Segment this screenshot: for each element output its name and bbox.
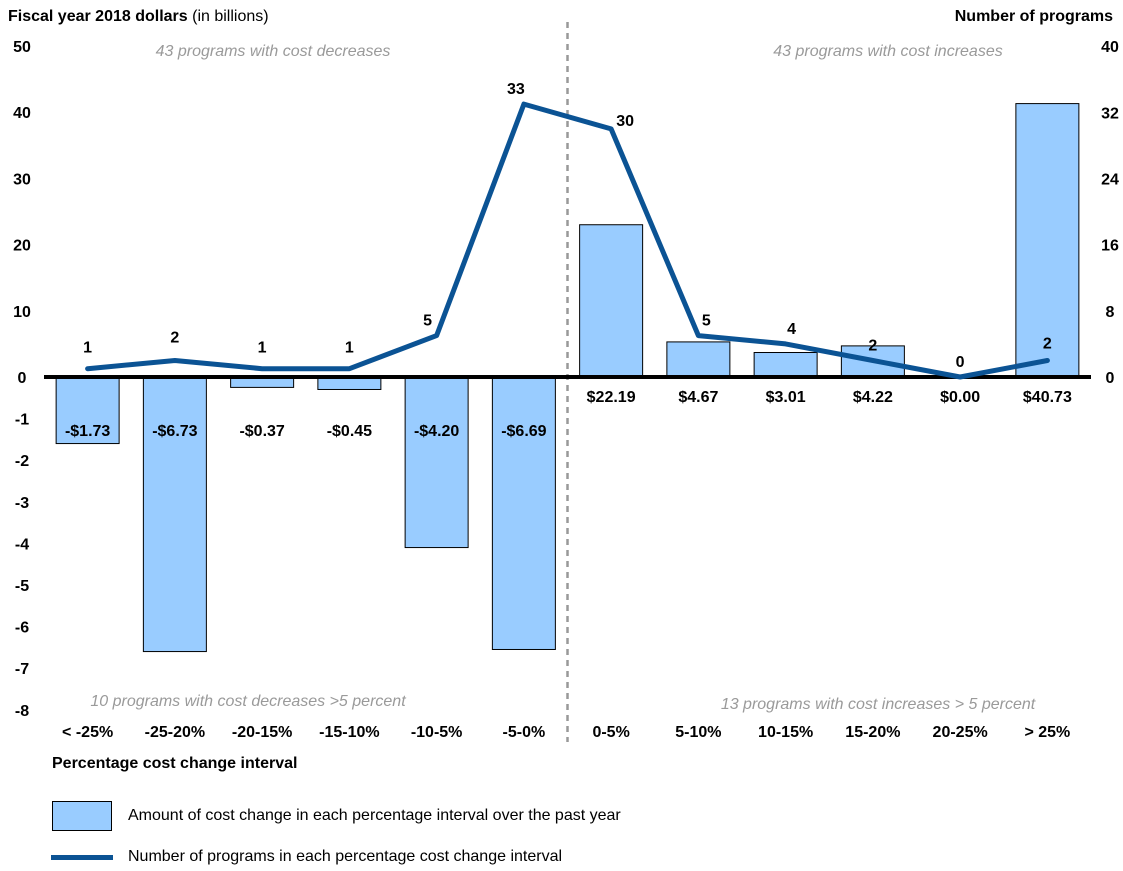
line-value-label: 2 bbox=[868, 337, 877, 354]
bar-value-label: $4.67 bbox=[678, 389, 718, 406]
left-tick-label: 50 bbox=[13, 39, 31, 56]
line-value-labels: 1 2 1 1 5 33 30 5 4 2 0 2 bbox=[83, 81, 1052, 371]
line-value-label: 2 bbox=[1043, 335, 1052, 352]
bar-value-label: -$4.20 bbox=[414, 423, 459, 440]
bar-value-label: $3.01 bbox=[766, 389, 806, 406]
category-label: -5-0% bbox=[503, 724, 546, 741]
line-value-label: 33 bbox=[507, 81, 525, 98]
left-tick-label: -5 bbox=[15, 578, 29, 595]
line-value-label: 1 bbox=[258, 340, 267, 357]
annotation-top-right: 43 programs with cost increases bbox=[773, 43, 1002, 60]
bar-value-label: $4.22 bbox=[853, 389, 893, 406]
line-value-label: 2 bbox=[170, 329, 179, 346]
left-tick-label: -1 bbox=[15, 412, 29, 429]
bar-value-label: $22.19 bbox=[587, 389, 636, 406]
left-axis-title-bold: Fiscal year 2018 dollars bbox=[8, 8, 188, 25]
annotation-bottom-right: 13 programs with cost increases > 5 perc… bbox=[721, 696, 1036, 713]
right-tick-label: 32 bbox=[1101, 105, 1119, 122]
line-series bbox=[85, 101, 1050, 380]
bar bbox=[666, 341, 731, 378]
legend-line-label: Number of programs in each percentage co… bbox=[128, 848, 563, 865]
legend-bar-label: Amount of cost change in each percentage… bbox=[128, 807, 621, 824]
bar-value-label: $0.00 bbox=[940, 389, 980, 406]
category-label: 10-15% bbox=[758, 724, 813, 741]
bar bbox=[55, 376, 120, 445]
left-axis-title: Fiscal year 2018 dollars (in billions) bbox=[8, 8, 269, 26]
right-tick-label: 40 bbox=[1101, 39, 1119, 56]
left-tick-label: -2 bbox=[15, 453, 29, 470]
legend-line-swatch bbox=[51, 854, 113, 860]
annotations: 43 programs with cost decreases 43 progra… bbox=[90, 43, 1035, 713]
bar bbox=[404, 376, 469, 549]
left-tick-label: 40 bbox=[13, 105, 31, 122]
category-label: -15-10% bbox=[319, 724, 379, 741]
line-value-label: 5 bbox=[702, 313, 711, 330]
bar bbox=[1015, 103, 1080, 378]
bar-value-label: -$0.45 bbox=[327, 423, 372, 440]
legend-bar-swatch bbox=[52, 801, 112, 831]
line-value-label: 5 bbox=[423, 313, 432, 330]
left-tick-label: -6 bbox=[15, 620, 29, 637]
left-tick-label: -8 bbox=[15, 703, 29, 720]
bar bbox=[579, 224, 644, 378]
category-label: -25-20% bbox=[145, 724, 205, 741]
series-line bbox=[85, 101, 1050, 380]
category-label: -20-15% bbox=[232, 724, 292, 741]
right-axis-title: Number of programs bbox=[954, 8, 1113, 25]
bar-value-labels: -$1.73 -$6.73 -$0.37 -$0.45 -$4.20 -$6.69 $22.… bbox=[65, 389, 1072, 440]
left-tick-label: -7 bbox=[15, 661, 29, 678]
category-label: < -25% bbox=[62, 724, 113, 741]
bar-value-label: -$0.37 bbox=[239, 423, 284, 440]
bar-value-label: -$6.73 bbox=[152, 423, 197, 440]
bar-value-label: -$1.73 bbox=[65, 423, 110, 440]
bar-value-label: $40.73 bbox=[1023, 389, 1072, 406]
legend-item-bars: Amount of cost change in each percentage… bbox=[52, 801, 621, 831]
line-value-label: 4 bbox=[787, 321, 796, 338]
left-tick-label: -4 bbox=[15, 536, 29, 553]
right-tick-label: 16 bbox=[1101, 238, 1119, 255]
annotation-bottom-left: 10 programs with cost decreases >5 perce… bbox=[90, 693, 406, 710]
left-axis-ticks: 50 40 30 20 10 0 -1 -2 -3 -4 -5 -6 -7 -8 bbox=[13, 39, 31, 720]
category-labels: < -25% -25-20% -20-15% -15-10% -10-5% -5-0% 0-… bbox=[62, 724, 1070, 741]
line-value-label: 0 bbox=[956, 354, 965, 371]
x-axis-title: Percentage cost change interval bbox=[52, 755, 298, 772]
right-tick-label: 24 bbox=[1101, 172, 1119, 189]
bar-series bbox=[55, 103, 1080, 653]
left-axis-title-suffix: (in billions) bbox=[187, 8, 269, 25]
annotation-top-left: 43 programs with cost decreases bbox=[156, 43, 391, 60]
legend-item-line: Number of programs in each percentage co… bbox=[51, 848, 563, 866]
left-tick-label: 0 bbox=[18, 370, 27, 387]
bar bbox=[142, 376, 207, 653]
category-label: 15-20% bbox=[845, 724, 900, 741]
line-value-label: 30 bbox=[616, 113, 634, 130]
category-label: > 25% bbox=[1024, 724, 1070, 741]
bar bbox=[491, 376, 556, 650]
left-tick-label: 20 bbox=[13, 238, 31, 255]
category-label: 5-10% bbox=[675, 724, 721, 741]
line-value-label: 1 bbox=[83, 340, 92, 357]
right-axis-ticks: 40 32 24 16 8 0 bbox=[1101, 39, 1119, 387]
right-tick-label: 8 bbox=[1106, 304, 1115, 321]
bar bbox=[753, 352, 818, 378]
category-label: -10-5% bbox=[411, 724, 463, 741]
bar-value-label: -$6.69 bbox=[501, 423, 546, 440]
category-label: 20-25% bbox=[933, 724, 988, 741]
category-label: 0-5% bbox=[592, 724, 629, 741]
right-tick-label: 0 bbox=[1106, 370, 1115, 387]
left-tick-label: -3 bbox=[15, 495, 29, 512]
left-tick-label: 10 bbox=[13, 304, 31, 321]
line-value-label: 1 bbox=[345, 340, 354, 357]
left-tick-label: 30 bbox=[13, 171, 31, 188]
